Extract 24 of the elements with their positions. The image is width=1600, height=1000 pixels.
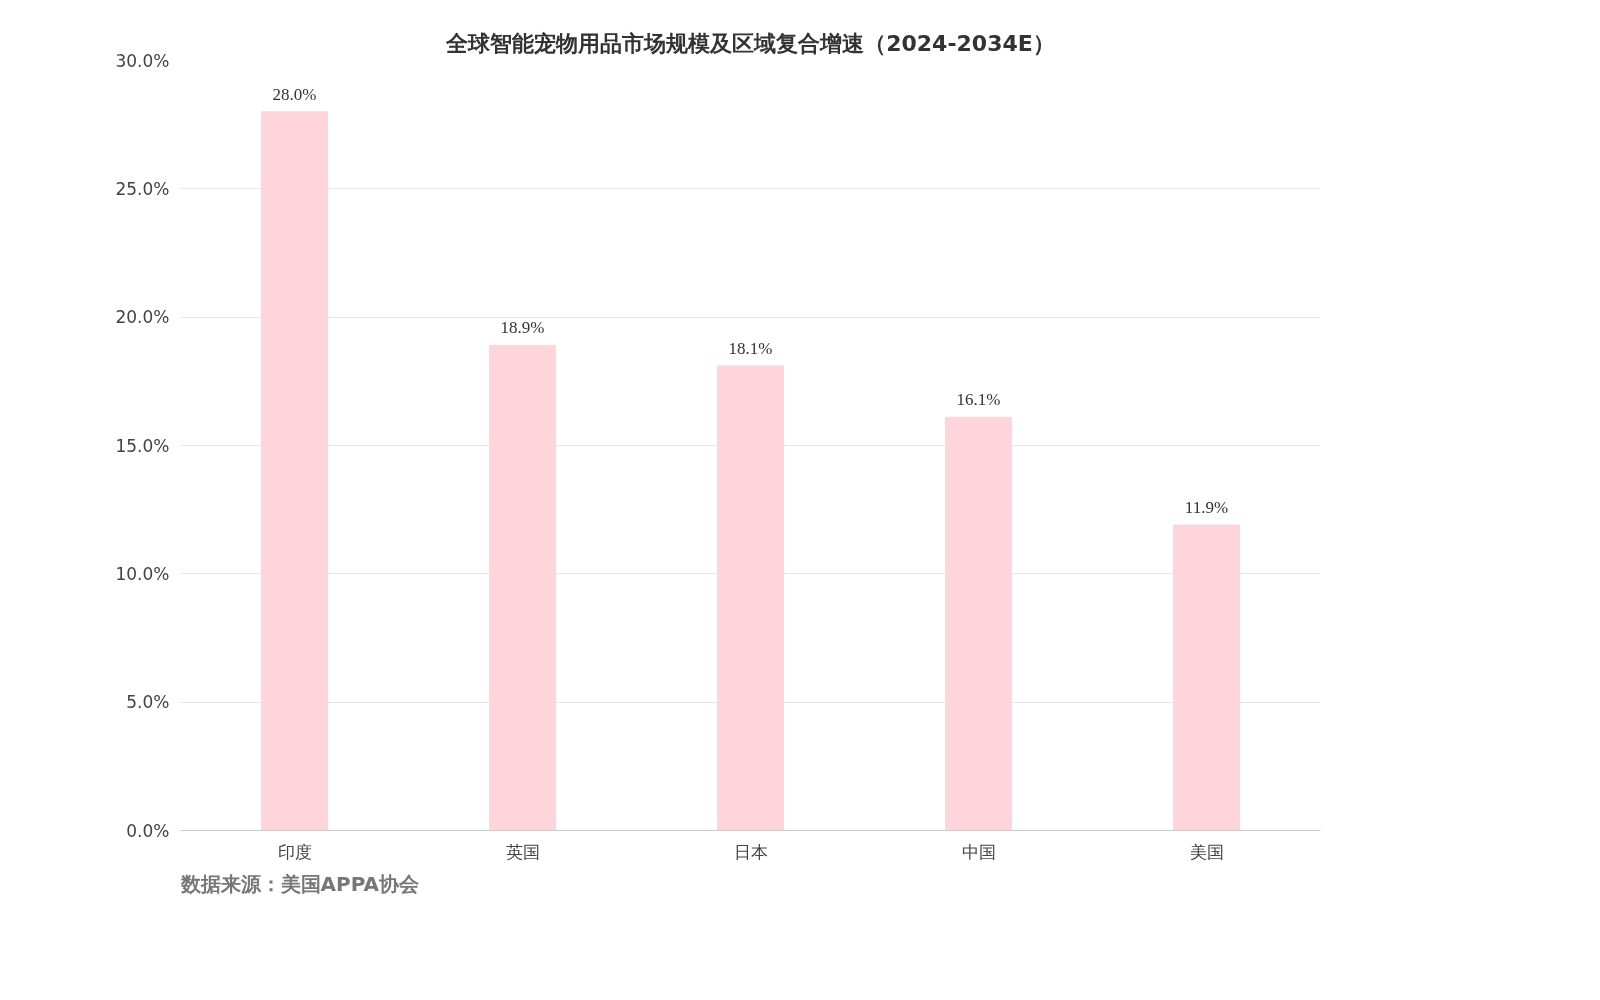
chart-title: 全球智能宠物用品市场规模及区域复合增速（2024-2034E）: [445, 30, 1055, 56]
x-tick-label: 美国: [1189, 841, 1224, 862]
data-label: 16.1%: [956, 390, 1001, 410]
bar: [1172, 524, 1241, 831]
y-tick-label: 30.0%: [115, 50, 170, 71]
data-label: 18.9%: [500, 318, 545, 338]
y-tick-label: 25.0%: [115, 178, 170, 199]
data-label: 11.9%: [1184, 498, 1229, 518]
x-tick-label: 日本: [733, 841, 768, 862]
y-tick-label: 20.0%: [115, 307, 170, 328]
bar: [716, 365, 785, 831]
y-tick-label: 0.0%: [126, 820, 170, 841]
x-tick-label: 英国: [505, 841, 540, 862]
bar: [260, 111, 329, 831]
bar: [944, 416, 1013, 831]
data-label: 18.1%: [728, 338, 773, 358]
y-tick-label: 10.0%: [115, 563, 170, 584]
source-note: 数据来源：美国APPA协会: [179, 871, 420, 896]
x-tick-label: 中国: [961, 841, 996, 862]
x-tick-label: 印度: [277, 841, 312, 862]
bar: [488, 344, 557, 831]
data-label: 28.0%: [272, 84, 317, 104]
y-tick-label: 5.0%: [126, 692, 170, 713]
y-tick-label: 15.0%: [115, 435, 170, 456]
